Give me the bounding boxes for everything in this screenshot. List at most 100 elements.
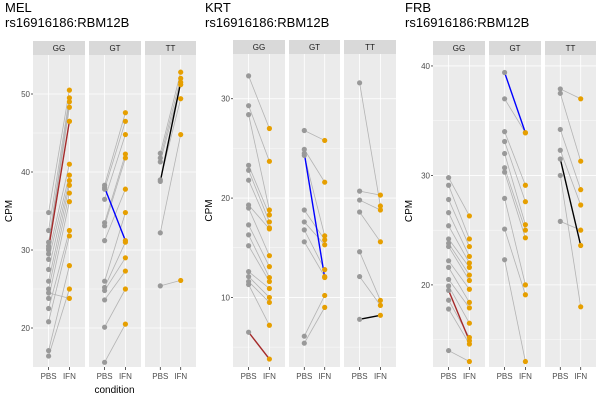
pair-line [248, 245, 270, 282]
ifn-point [377, 192, 383, 198]
pair-line [104, 270, 126, 301]
pair-line [504, 198, 526, 285]
pbs-point [446, 347, 452, 354]
facet-gg: GG PBS IFN [233, 40, 285, 381]
pair-line [104, 212, 126, 282]
ifn-point [266, 264, 272, 270]
pbs-point [446, 297, 452, 303]
pbs-point [246, 273, 252, 280]
pair-line [359, 211, 381, 243]
facet-strip [344, 40, 396, 54]
pair-line [48, 230, 70, 309]
pbs-point [357, 316, 363, 322]
pbs-point [446, 276, 452, 283]
x-tick-label: IFN [263, 372, 276, 381]
pair-line [448, 243, 470, 276]
x-tick-label: IFN [174, 372, 187, 381]
pair-line [359, 190, 381, 196]
x-tick-label: PBS [441, 372, 457, 381]
ifn-point [266, 125, 272, 132]
pair-line [448, 225, 470, 264]
pbs-point [357, 249, 363, 255]
ifn-point [266, 219, 272, 225]
highlight-line [503, 72, 527, 133]
pbs-point [46, 227, 52, 234]
y-tick-label: 10 [221, 293, 230, 302]
ifn-point [377, 297, 383, 304]
x-tick-label: PBS [97, 372, 113, 381]
x-tick-label: IFN [119, 372, 132, 381]
pair-line [303, 307, 326, 344]
pair-line [303, 229, 326, 270]
pbs-point [102, 324, 108, 330]
ifn-point [266, 356, 272, 362]
x-tick-label: IFN [463, 372, 476, 381]
ifn-point [122, 118, 128, 124]
pbs-point [157, 178, 163, 184]
facet-strip-label: GT [109, 44, 120, 53]
pair-line [104, 288, 126, 328]
ifn-point [466, 260, 472, 266]
pbs-point [46, 286, 52, 292]
pbs-point [46, 209, 52, 216]
pbs-point [446, 175, 452, 181]
pbs-point [157, 159, 163, 165]
pair-line [248, 271, 270, 289]
pbs-point [502, 226, 508, 232]
pair-line [48, 192, 70, 290]
ifn-point [178, 131, 184, 138]
facet-strip [145, 41, 196, 55]
pair-line [248, 170, 270, 223]
pair-line [504, 141, 526, 202]
ifn-point [377, 312, 383, 318]
pair-line [104, 242, 126, 288]
pbs-point [246, 177, 252, 183]
pair-line [304, 221, 325, 246]
pbs-point [446, 210, 452, 216]
pair-line [159, 134, 182, 233]
pbs-point [557, 156, 563, 162]
pair-line [48, 97, 70, 231]
ifn-point [178, 75, 184, 81]
pair-line [48, 164, 70, 254]
ifn-point [66, 286, 72, 292]
pbs-point [246, 167, 252, 173]
highlight-line [159, 82, 182, 182]
pair-line [248, 276, 270, 298]
facet-gg: GG PBS IFN [433, 41, 485, 381]
ifn-point [522, 292, 529, 298]
ifn-point [122, 209, 128, 216]
pbs-point [102, 238, 108, 244]
ifn-point [66, 104, 72, 110]
pbs-point [502, 165, 508, 171]
pbs-point [557, 86, 563, 92]
pair-line [304, 130, 325, 141]
pair-line [303, 155, 326, 236]
ifn-point [122, 151, 128, 157]
pair-line [104, 153, 126, 223]
y-tick-label: 30 [221, 95, 230, 104]
pair-line [104, 134, 126, 200]
facet-strip [289, 40, 340, 54]
pair-line [104, 323, 126, 363]
ifn-point [466, 320, 472, 326]
ifn-point [122, 255, 128, 261]
pbs-point [557, 218, 563, 224]
pair-line [48, 90, 70, 213]
pbs-point [46, 290, 52, 296]
pair-line [104, 121, 126, 190]
ifn-point [266, 274, 272, 281]
ifn-point [522, 227, 529, 233]
pbs-point [246, 281, 252, 288]
pbs-point [102, 196, 108, 202]
pbs-point [46, 266, 52, 273]
facet-strip-label: TT [365, 43, 375, 52]
y-tick-label: 20 [421, 281, 430, 290]
pair-line [448, 260, 470, 290]
panel-background [289, 54, 340, 367]
pbs-point [102, 297, 108, 303]
ifn-point [66, 99, 72, 105]
pair-line [359, 251, 381, 301]
pbs-point [301, 340, 307, 346]
